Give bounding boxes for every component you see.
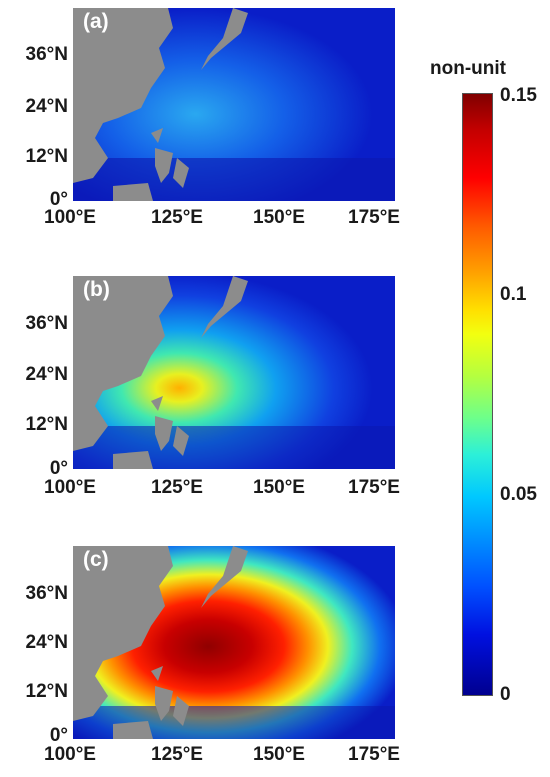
- map-panel-c: (c): [73, 546, 395, 739]
- map-a-svg: [73, 8, 395, 201]
- xtick-a-150e: 150°E: [253, 207, 305, 228]
- ytick-c-36n: 36°N: [25, 583, 68, 604]
- land-mass: [73, 546, 248, 739]
- colorbar-tick-005: 0.05: [500, 484, 537, 505]
- panel-label-b: (b): [83, 278, 110, 301]
- xtick-b-125e: 125°E: [151, 477, 203, 498]
- map-panel-a: (a): [73, 8, 395, 201]
- ytick-b-24n: 24°N: [25, 364, 68, 385]
- map-panel-b: (b): [73, 276, 395, 469]
- ytick-c-0: 0°: [49, 725, 68, 746]
- ytick-b-0: 0°: [49, 458, 68, 479]
- xtick-b-150e: 150°E: [253, 477, 305, 498]
- colorbar-title: non-unit: [430, 58, 506, 79]
- map-c-svg: [73, 546, 395, 739]
- ytick-a-0: 0°: [49, 189, 68, 210]
- ytick-c-24n: 24°N: [25, 632, 68, 653]
- xtick-a-125e: 125°E: [151, 207, 203, 228]
- colorbar: [462, 93, 493, 696]
- colorbar-tick-015: 0.15: [500, 85, 537, 106]
- map-b-svg: [73, 276, 395, 469]
- ytick-b-12n: 12°N: [25, 414, 68, 435]
- xtick-c-175e: 175°E: [348, 744, 400, 765]
- ytick-a-12n: 12°N: [25, 146, 68, 167]
- ytick-b-36n: 36°N: [25, 313, 68, 334]
- ytick-c-12n: 12°N: [25, 681, 68, 702]
- colorbar-tick-01: 0.1: [500, 284, 527, 305]
- panel-label-a: (a): [83, 10, 109, 33]
- xtick-c-125e: 125°E: [151, 744, 203, 765]
- xtick-c-150e: 150°E: [253, 744, 305, 765]
- colorbar-tick-0: 0: [500, 684, 511, 705]
- ytick-a-36n: 36°N: [25, 44, 68, 65]
- panel-label-c: (c): [83, 548, 109, 571]
- ytick-a-24n: 24°N: [25, 96, 68, 117]
- xtick-b-100e: 100°E: [44, 477, 96, 498]
- land-mass: [73, 276, 248, 469]
- xtick-a-175e: 175°E: [348, 207, 400, 228]
- xtick-a-100e: 100°E: [44, 207, 96, 228]
- land-mass: [73, 8, 248, 201]
- xtick-c-100e: 100°E: [44, 744, 96, 765]
- xtick-b-175e: 175°E: [348, 477, 400, 498]
